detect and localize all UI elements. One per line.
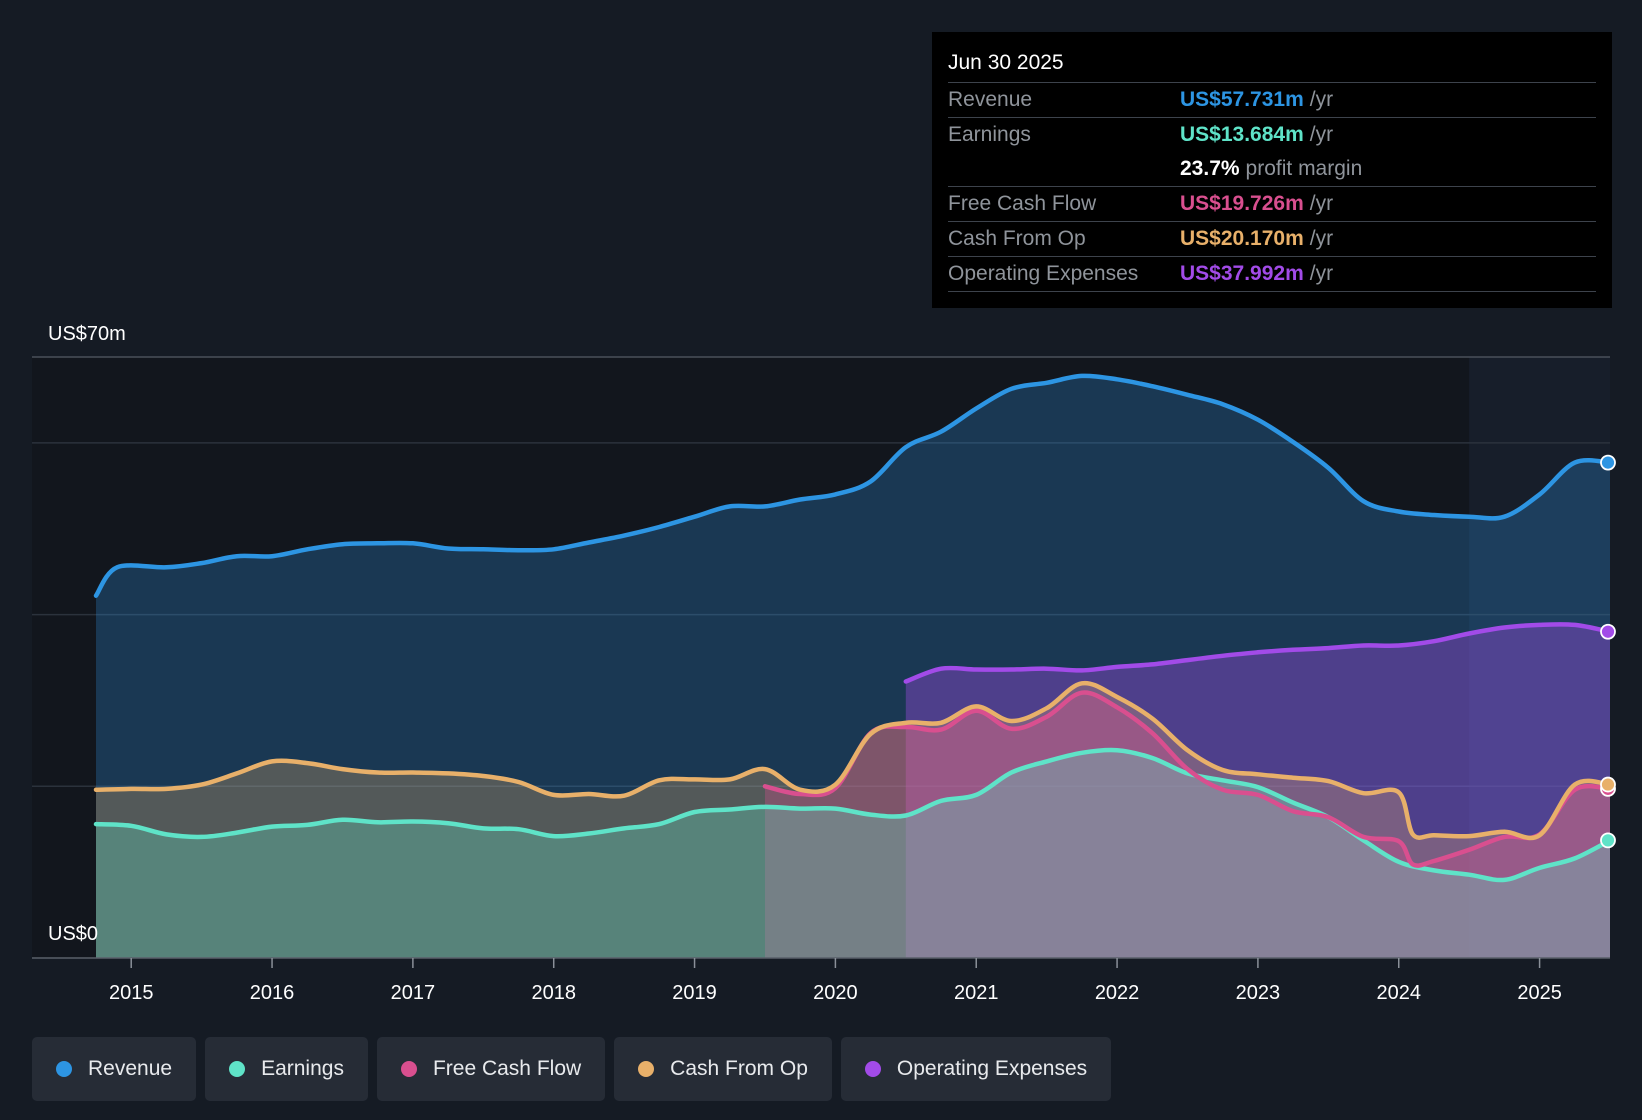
plot-background xyxy=(32,357,1610,958)
tooltip-label-empty xyxy=(948,152,1180,186)
legend-label: Earnings xyxy=(261,1057,344,1080)
series-end-dots xyxy=(1600,454,1616,849)
tooltip-value: US$37.992m xyxy=(1180,262,1304,285)
area-cash-from-op xyxy=(96,683,1610,958)
area-operating-expenses xyxy=(905,624,1610,958)
x-tick-label: 2021 xyxy=(954,982,999,1004)
x-tick-label: 2019 xyxy=(672,982,717,1004)
legend-dot-icon xyxy=(864,1061,881,1077)
series-lines xyxy=(93,373,1613,883)
legend-item-operating-expenses[interactable]: Operating Expenses xyxy=(840,1037,1112,1101)
tooltip-label: Earnings xyxy=(948,123,1031,146)
tooltip-margin-value: 23.7% xyxy=(1180,157,1240,180)
legend-label: Revenue xyxy=(88,1057,173,1080)
legend-dot-icon xyxy=(56,1061,72,1077)
legend-item-free-cash-flow[interactable]: Free Cash Flow xyxy=(376,1037,606,1101)
line-free-cash-flow xyxy=(762,690,1613,868)
legend-dot-icon xyxy=(638,1061,655,1077)
tooltip-row-earnings: Earnings US$13.684m /yr xyxy=(948,118,1596,152)
tooltip-row-cash-from-op: Cash From Op US$20.170m /yr xyxy=(948,222,1596,257)
legend-label: Cash From Op xyxy=(670,1057,808,1080)
tooltip-date: Jun 30 2025 xyxy=(948,46,1596,83)
line-revenue xyxy=(93,373,1613,598)
tooltip-row-operating-expenses: Operating Expenses US$37.992m /yr xyxy=(948,257,1596,292)
tooltip-label: Operating Expenses xyxy=(948,262,1139,285)
area-free-cash-flow xyxy=(765,692,1610,958)
tooltip-row-free-cash-flow: Free Cash Flow US$19.726m /yr xyxy=(948,187,1596,222)
x-tick-label: 2025 xyxy=(1517,982,1562,1004)
end-dot-revenue xyxy=(1600,454,1616,471)
series-areas xyxy=(96,375,1610,958)
legend-item-earnings[interactable]: Earnings xyxy=(205,1037,368,1101)
tooltip: Jun 30 2025 Revenue US$57.731m /yr Earni… xyxy=(932,32,1612,308)
tooltip-row-revenue: Revenue US$57.731m /yr xyxy=(948,83,1596,118)
line-earnings xyxy=(93,747,1613,883)
x-tick-label: 2017 xyxy=(391,982,436,1004)
tooltip-margin-label: profit margin xyxy=(1245,157,1363,180)
tooltip-unit: /yr xyxy=(1309,262,1334,285)
x-tick-label: 2015 xyxy=(109,982,154,1004)
forecast-region xyxy=(1469,357,1610,958)
x-tick-label: 2023 xyxy=(1236,982,1281,1004)
x-axis-ticks: 2015 2016 2017 2018 2019 2020 2021 2022 2023 2024… xyxy=(109,958,1562,1004)
x-tick-label: 2022 xyxy=(1095,982,1140,1004)
legend-item-revenue[interactable]: Revenue xyxy=(32,1037,197,1101)
legend-label: Operating Expenses xyxy=(896,1057,1088,1080)
area-revenue xyxy=(96,375,1610,958)
tooltip-label: Free Cash Flow xyxy=(948,192,1097,215)
x-tick-label: 2018 xyxy=(531,982,576,1004)
tooltip-unit: /yr xyxy=(1309,192,1334,215)
y-axis-bottom-label: US$0 xyxy=(48,923,98,945)
tooltip-unit: /yr xyxy=(1309,227,1334,250)
end-dot-cash-from-op xyxy=(1600,776,1616,793)
legend-dot-icon xyxy=(400,1061,417,1077)
line-cash-from-op xyxy=(93,680,1613,841)
tooltip-value: US$20.170m xyxy=(1180,227,1304,250)
end-dot-operating-expenses xyxy=(1600,623,1616,640)
tooltip-value: US$19.726m xyxy=(1180,192,1304,215)
tooltip-unit: /yr xyxy=(1309,88,1334,111)
tooltip-value: US$13.684m xyxy=(1180,123,1304,146)
x-tick-label: 2016 xyxy=(250,982,295,1004)
tooltip-value: US$57.731m xyxy=(1180,88,1304,111)
tooltip-label: Cash From Op xyxy=(948,227,1086,250)
x-tick-label: 2020 xyxy=(813,982,858,1004)
legend-label: Free Cash Flow xyxy=(432,1057,582,1080)
x-tick-label: 2024 xyxy=(1376,982,1421,1004)
tooltip-row-margin: 23.7% profit margin xyxy=(948,152,1596,187)
tooltip-unit: /yr xyxy=(1309,123,1334,146)
tooltip-label: Revenue xyxy=(948,88,1033,111)
legend: Revenue Earnings Free Cash Flow Cash Fro… xyxy=(32,1037,1112,1101)
area-earnings xyxy=(96,749,1610,958)
y-axis-top-label: US$70m xyxy=(48,323,126,345)
legend-dot-icon xyxy=(229,1061,246,1077)
legend-item-cash-from-op[interactable]: Cash From Op xyxy=(614,1037,832,1101)
end-dot-earnings xyxy=(1600,832,1616,849)
line-operating-expenses xyxy=(903,621,1613,684)
